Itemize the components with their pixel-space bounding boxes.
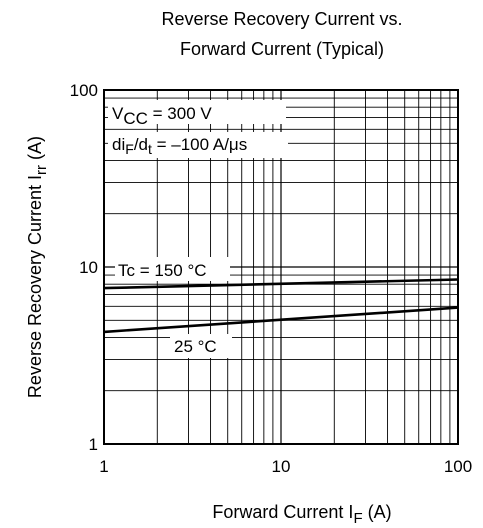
x-axis-label: Forward Current IF (A) — [212, 502, 391, 527]
x-tick-label: 100 — [444, 457, 472, 476]
chart-subtitle: Forward Current (Typical) — [180, 39, 384, 59]
series-label-25c: 25 °C — [174, 337, 217, 356]
series-label-150c: Tc = 150 °C — [118, 261, 207, 280]
y-tick-label: 1 — [89, 435, 98, 454]
chart-title: Reverse Recovery Current vs. — [161, 9, 402, 29]
y-axis-label: Reverse Recovery Current Irr (A) — [25, 136, 50, 398]
y-tick-label: 100 — [70, 81, 98, 100]
x-tick-label: 1 — [99, 457, 108, 476]
y-tick-label: 10 — [79, 258, 98, 277]
x-tick-label: 10 — [272, 457, 291, 476]
